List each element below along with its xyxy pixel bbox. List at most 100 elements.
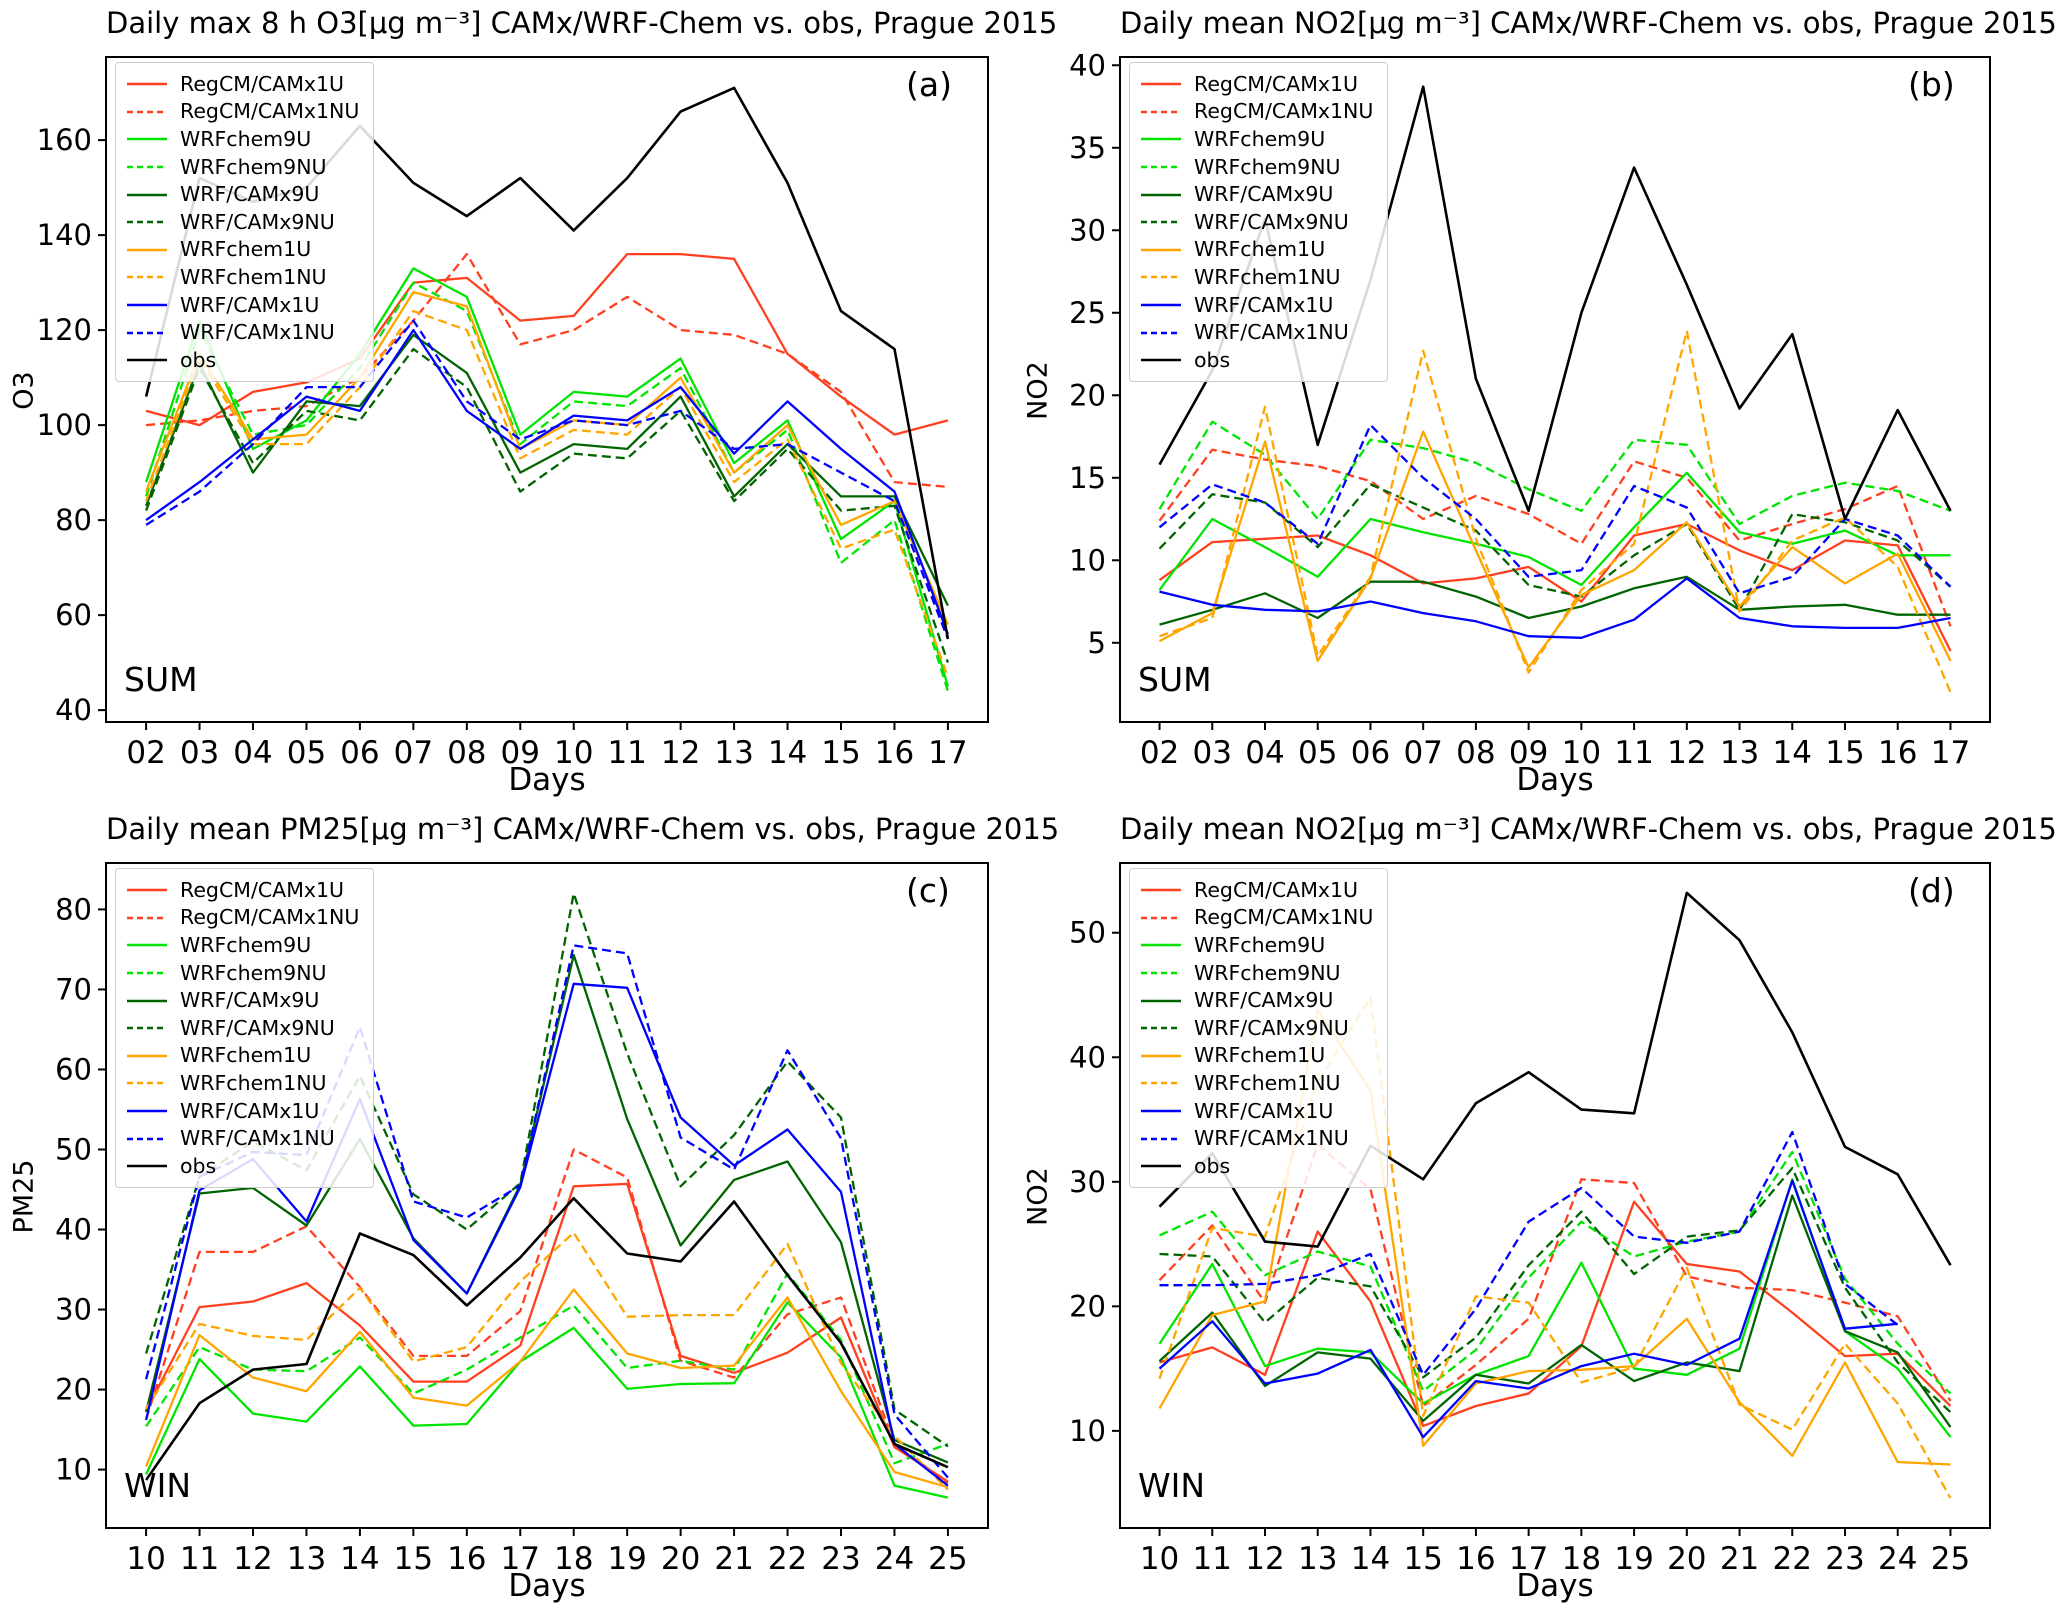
series-wrfchem9nu-line [145, 1272, 949, 1465]
legend-label: RegCM/CAMx1NU [180, 905, 360, 930]
series-wrf-camx1nu-line [145, 319, 949, 640]
legend-line-sample [1141, 82, 1181, 86]
plot-frame [1119, 56, 1991, 723]
legend-label: WRF/CAMx9NU [180, 209, 335, 234]
x-tick-label: 17 [1931, 735, 1970, 771]
legend-label: WRFchem1NU [180, 1070, 327, 1095]
legend-row-regcm-camx1u: RegCM/CAMx1U [1140, 70, 1373, 98]
legend-label: WRF/CAMx9U [1194, 182, 1334, 207]
legend-row-wrf-camx1u: WRF/CAMx1U [1140, 291, 1373, 319]
x-axis-ticks: 02 03 04 05 06 07 08 09 10 11 12 13 14 15 16 17 [1140, 722, 1970, 771]
x-tick-label: 13 [1720, 735, 1759, 771]
x-tick-label: 18 [554, 1541, 593, 1577]
legend-row-regcm-camx1nu: RegCM/CAMx1NU [1140, 98, 1373, 126]
x-tick-label: 25 [1931, 1541, 1970, 1577]
x-tick-label: 24 [875, 1541, 914, 1577]
legend-label: WRFchem1NU [1194, 264, 1341, 289]
x-tick-label: 04 [1245, 735, 1284, 771]
series-obs-line [145, 1196, 949, 1481]
x-tick-label: 24 [1878, 1541, 1917, 1577]
legend-line-sample [1141, 971, 1181, 975]
legend-row-wrf-camx9u: WRF/CAMx9U [126, 180, 359, 208]
x-tick-label: 13 [714, 735, 753, 771]
panel-d-legend: RegCM/CAMx1U RegCM/CAMx1NU WRFchem9U WRFche… [1129, 868, 1389, 1188]
legend-swatch-wrf-camx1u [1140, 1101, 1182, 1120]
legend-row-obs: obs [126, 346, 359, 374]
panel-d-title: Daily mean NO2[μg m⁻³] CAMx/WRF-Chem vs.… [1120, 812, 2057, 846]
y-tick-label: 40 [55, 693, 92, 727]
legend-swatch-wrf-camx9u [1140, 991, 1182, 1010]
legend-label: RegCM/CAMx1NU [1194, 99, 1374, 124]
legend-label: WRF/CAMx9NU [180, 1015, 335, 1040]
legend-label: WRFchem1U [180, 237, 312, 262]
legend-line-sample [1141, 1109, 1181, 1113]
series-wrfchem1u-line [1158, 430, 1952, 669]
panel-d-corner-label: (d) [1908, 871, 1955, 910]
y-tick-label: 30 [55, 1293, 92, 1327]
legend-line-sample [127, 165, 167, 169]
legend-swatch-obs [126, 1156, 168, 1175]
x-tick-label: 05 [1298, 735, 1337, 771]
legend-swatch-regcm-camx1nu [1140, 102, 1182, 121]
series-regcm-camx1u-line [145, 1182, 949, 1483]
legend-label: RegCM/CAMx1U [1194, 877, 1359, 902]
legend-row-wrfchem1u: WRFchem1U [126, 1042, 359, 1070]
panel-d-xlabel: Days [1516, 1568, 1594, 1604]
legend-label: obs [1194, 1153, 1231, 1178]
legend-swatch-wrf-camx1u [126, 295, 168, 314]
legend-swatch-wrfchem1u [1140, 1046, 1182, 1065]
series-wrfchem1u-line [145, 1288, 949, 1489]
panel-b-corner-label: (b) [1908, 65, 1955, 104]
x-tick-label: 16 [447, 1541, 486, 1577]
x-tick-label: 14 [340, 1541, 379, 1577]
legend-swatch-wrfchem1u [126, 1046, 168, 1065]
x-tick-label: 14 [1351, 1541, 1390, 1577]
legend-line-sample [1141, 303, 1181, 307]
x-tick-label: 13 [287, 1541, 326, 1577]
x-tick-label: 22 [1773, 1541, 1812, 1577]
series-wrf-camx9nu-line [144, 892, 949, 1448]
legend-swatch-regcm-camx1nu [126, 102, 168, 121]
legend-swatch-wrf-camx1nu [126, 1129, 168, 1148]
y-tick-label: 60 [55, 1052, 92, 1086]
x-tick-label: 15 [1403, 1541, 1442, 1577]
legend-swatch-obs [1140, 1156, 1182, 1175]
x-tick-label: 12 [1667, 735, 1706, 771]
legend-line-sample [127, 303, 167, 307]
panel-b-season-label: SUM [1138, 660, 1212, 699]
legend-row-wrf-camx9u: WRF/CAMx9U [1140, 986, 1373, 1014]
y-tick-label: 50 [1069, 916, 1106, 950]
x-axis-ticks: 10 11 12 13 14 15 16 17 18 19 20 21 22 23 24 25 [1140, 1528, 1970, 1577]
legend-swatch-wrfchem1nu [126, 1073, 168, 1092]
legend-line-sample [1141, 331, 1181, 334]
series-wrf-camx1u-line [145, 328, 949, 635]
legend-label: RegCM/CAMx1NU [1194, 905, 1374, 930]
legend-line-sample [1141, 999, 1181, 1002]
y-tick-label: 25 [1069, 296, 1106, 330]
legend-row-wrf-camx9nu: WRF/CAMx9NU [1140, 208, 1373, 236]
legend-line-sample [1141, 1054, 1181, 1058]
x-tick-label: 02 [126, 735, 165, 771]
y-tick-label: 35 [1069, 131, 1106, 165]
y-tick-label: 120 [37, 313, 92, 347]
legend-label: WRF/CAMx9U [180, 988, 320, 1013]
x-tick-label: 14 [768, 735, 807, 771]
legend-row-regcm-camx1nu: RegCM/CAMx1NU [126, 98, 359, 126]
legend-line-sample [127, 1082, 167, 1085]
x-tick-label: 04 [233, 735, 272, 771]
legend-row-wrfchem1nu: WRFchem1NU [1140, 263, 1373, 291]
legend-line-sample [127, 944, 167, 947]
legend-line-sample [1141, 138, 1181, 141]
x-tick-label: 02 [1140, 735, 1179, 771]
legend-row-wrf-camx1u: WRF/CAMx1U [1140, 1097, 1373, 1125]
legend-row-regcm-camx1u: RegCM/CAMx1U [1140, 876, 1373, 904]
x-tick-label: 23 [1825, 1541, 1864, 1577]
legend-swatch-wrf-camx1nu [126, 323, 168, 342]
x-tick-label: 17 [501, 1541, 540, 1577]
panel-b: Daily mean NO2[μg m⁻³] CAMx/WRF-Chem vs.… [1023, 0, 2068, 806]
legend-line-sample [1141, 1164, 1181, 1168]
panel-b-xlabel: Days [1516, 762, 1594, 798]
y-tick-label: 140 [37, 218, 92, 252]
series-regcm-camx1u-line [1158, 522, 1952, 652]
legend-swatch-wrf-camx9nu [1140, 212, 1182, 231]
